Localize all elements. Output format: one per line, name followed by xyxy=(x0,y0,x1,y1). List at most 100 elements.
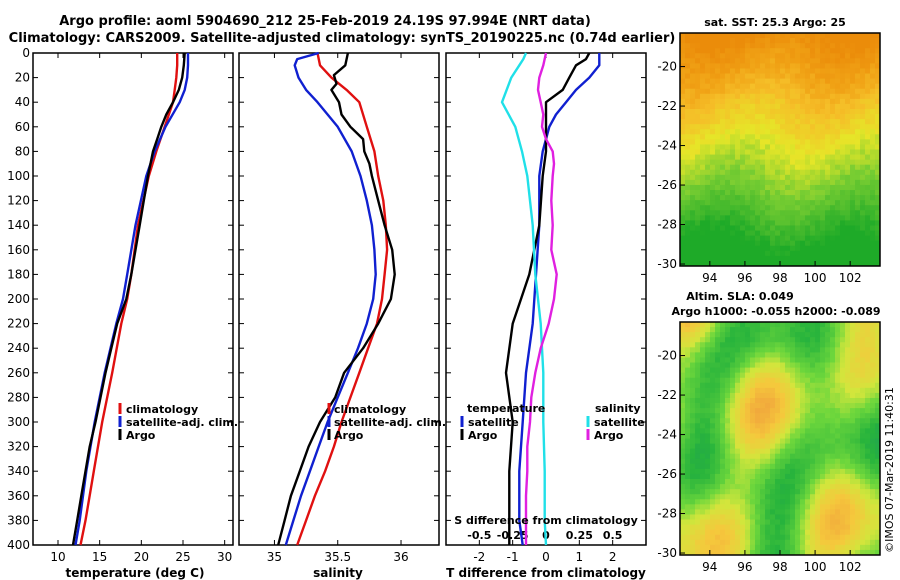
map-cell xyxy=(680,68,686,74)
map-cell xyxy=(850,549,856,556)
map-cell xyxy=(720,108,726,115)
map-cell xyxy=(695,154,701,161)
map-cell xyxy=(820,33,826,39)
map-cell xyxy=(740,382,746,389)
map-cell xyxy=(690,78,696,85)
map-cell xyxy=(740,164,746,171)
map-cell xyxy=(800,149,806,155)
map-cell xyxy=(740,195,746,201)
map-cell xyxy=(785,549,791,556)
map-cell xyxy=(720,453,726,460)
map-cell xyxy=(750,484,756,490)
map-cell xyxy=(790,397,796,404)
map-cell xyxy=(725,418,731,424)
map-cell xyxy=(865,43,871,49)
map-cell xyxy=(850,468,856,475)
map-cell xyxy=(840,33,846,39)
map-cell xyxy=(875,210,881,216)
map-cell xyxy=(720,544,726,551)
map-cell xyxy=(845,534,851,541)
map-cell xyxy=(745,479,751,485)
map-cell xyxy=(865,403,871,409)
map-cell xyxy=(785,332,791,338)
map-cell xyxy=(745,549,751,556)
map-cell xyxy=(755,322,761,328)
map-cell xyxy=(730,43,736,49)
map-cell xyxy=(760,428,766,434)
map-cell xyxy=(765,93,771,100)
map-cell xyxy=(740,179,746,186)
map-cell xyxy=(860,458,866,465)
map-cell xyxy=(745,129,751,135)
map-cell xyxy=(875,438,881,444)
map-cell xyxy=(845,139,851,145)
map-cell xyxy=(835,549,841,556)
map-cell xyxy=(720,114,726,120)
map-cell xyxy=(845,519,851,526)
map-cell xyxy=(685,250,691,257)
map-cell xyxy=(770,220,776,226)
map-cell xyxy=(820,327,826,333)
map-cell xyxy=(735,438,741,444)
map-cell xyxy=(795,448,801,455)
map-cell xyxy=(735,53,741,59)
map-cell xyxy=(760,240,766,247)
map-cell xyxy=(800,245,806,252)
map-cell xyxy=(755,342,761,348)
map-cell xyxy=(735,357,741,363)
map-cell xyxy=(775,463,781,470)
map-cell xyxy=(745,124,751,130)
map-cell xyxy=(815,484,821,490)
map-cell xyxy=(790,220,796,226)
map-cell xyxy=(790,479,796,485)
map-cell xyxy=(865,108,871,115)
map-cell xyxy=(685,438,691,444)
map-cell xyxy=(685,154,691,161)
difference-xlabel: T difference from climatology xyxy=(446,566,646,580)
map-cell xyxy=(820,408,826,414)
map-cell xyxy=(720,509,726,515)
map-cell xyxy=(840,98,846,105)
map-cell xyxy=(815,230,821,237)
map-cell xyxy=(725,154,731,161)
map-cell xyxy=(800,382,806,389)
map-cell xyxy=(760,134,766,140)
map-cell xyxy=(770,463,776,470)
map-cell xyxy=(745,403,751,409)
map-cell xyxy=(800,43,806,49)
map-cell xyxy=(860,392,866,399)
map-cell xyxy=(715,337,721,343)
map-cell xyxy=(755,428,761,434)
map-cell xyxy=(765,134,771,140)
map-cell xyxy=(775,154,781,161)
map-cell xyxy=(695,539,701,546)
map-cell xyxy=(770,73,776,79)
map-cell xyxy=(735,220,741,226)
map-cell xyxy=(680,58,686,64)
map-cell xyxy=(785,169,791,176)
map-cell xyxy=(850,499,856,505)
map-cell xyxy=(705,179,711,186)
map-cell xyxy=(760,195,766,201)
map-cell xyxy=(820,63,826,69)
map-cell xyxy=(800,479,806,485)
map-cell xyxy=(820,159,826,166)
map-cell xyxy=(770,124,776,130)
x-tick-label: 15 xyxy=(92,550,107,564)
map-cell xyxy=(750,93,756,100)
map-cell xyxy=(870,433,876,439)
map-cell xyxy=(845,220,851,226)
map-cell xyxy=(795,124,801,130)
map-cell xyxy=(840,119,846,125)
map-cell xyxy=(750,347,756,353)
map-cell xyxy=(850,524,856,531)
map-cell xyxy=(715,352,721,358)
map-cell xyxy=(820,377,826,384)
map-cell xyxy=(730,413,736,419)
map-cell xyxy=(750,529,756,536)
map-cell xyxy=(725,88,731,95)
map-cell xyxy=(820,473,826,480)
map-cell xyxy=(710,68,716,74)
map-cell xyxy=(685,448,691,455)
map-cell xyxy=(820,433,826,439)
